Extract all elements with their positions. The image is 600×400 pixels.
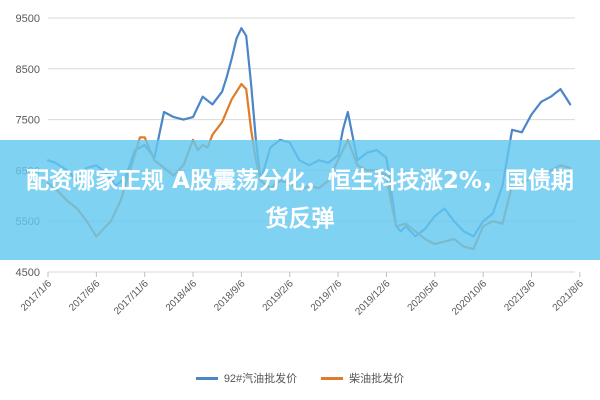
x-tick-label: 2020/5/6 (406, 278, 442, 314)
x-tick-label: 2020/10/6 (450, 278, 490, 318)
x-tick-label: 2017/6/6 (67, 278, 103, 314)
x-tick-label: 2019/7/6 (309, 278, 345, 314)
x-tick-label: 2018/9/6 (212, 278, 248, 314)
y-tick-label: 4500 (16, 267, 40, 279)
legend-item-diesel: 柴油批发价 (321, 370, 404, 386)
legend: 92#汽油批发价 柴油批发价 (0, 368, 600, 388)
x-tick-label: 2021/8/6 (551, 278, 587, 314)
x-axis: 2017/1/6 2017/6/6 2017/11/6 2018/4/6 2018/9/… (19, 272, 586, 318)
headline-text: 配资哪家正规 A股震荡分化，恒生科技涨2%，国债期货反弹 (26, 168, 574, 232)
legend-label-diesel: 柴油批发价 (349, 373, 405, 385)
legend-item-gasoline: 92#汽油批发价 (195, 370, 298, 386)
y-tick-label: 7500 (16, 115, 40, 127)
x-tick-label: 2019/2/6 (261, 278, 297, 314)
y-tick-label: 9500 (16, 13, 40, 25)
x-tick-label: 2019/12/6 (353, 278, 393, 318)
legend-label-gasoline: 92#汽油批发价 (223, 373, 298, 385)
y-tick-label: 8500 (16, 64, 40, 76)
headline-banner: 配资哪家正规 A股震荡分化，恒生科技涨2%，国债期货反弹 (0, 140, 600, 260)
x-tick-label: 2017/11/6 (112, 278, 151, 317)
x-tick-label: 2018/4/6 (164, 278, 200, 314)
x-tick-label: 2021/3/6 (502, 278, 538, 314)
legend-swatch-diesel (321, 376, 344, 380)
legend-swatch-gasoline (195, 376, 218, 380)
x-tick-label: 2017/1/6 (19, 278, 55, 314)
